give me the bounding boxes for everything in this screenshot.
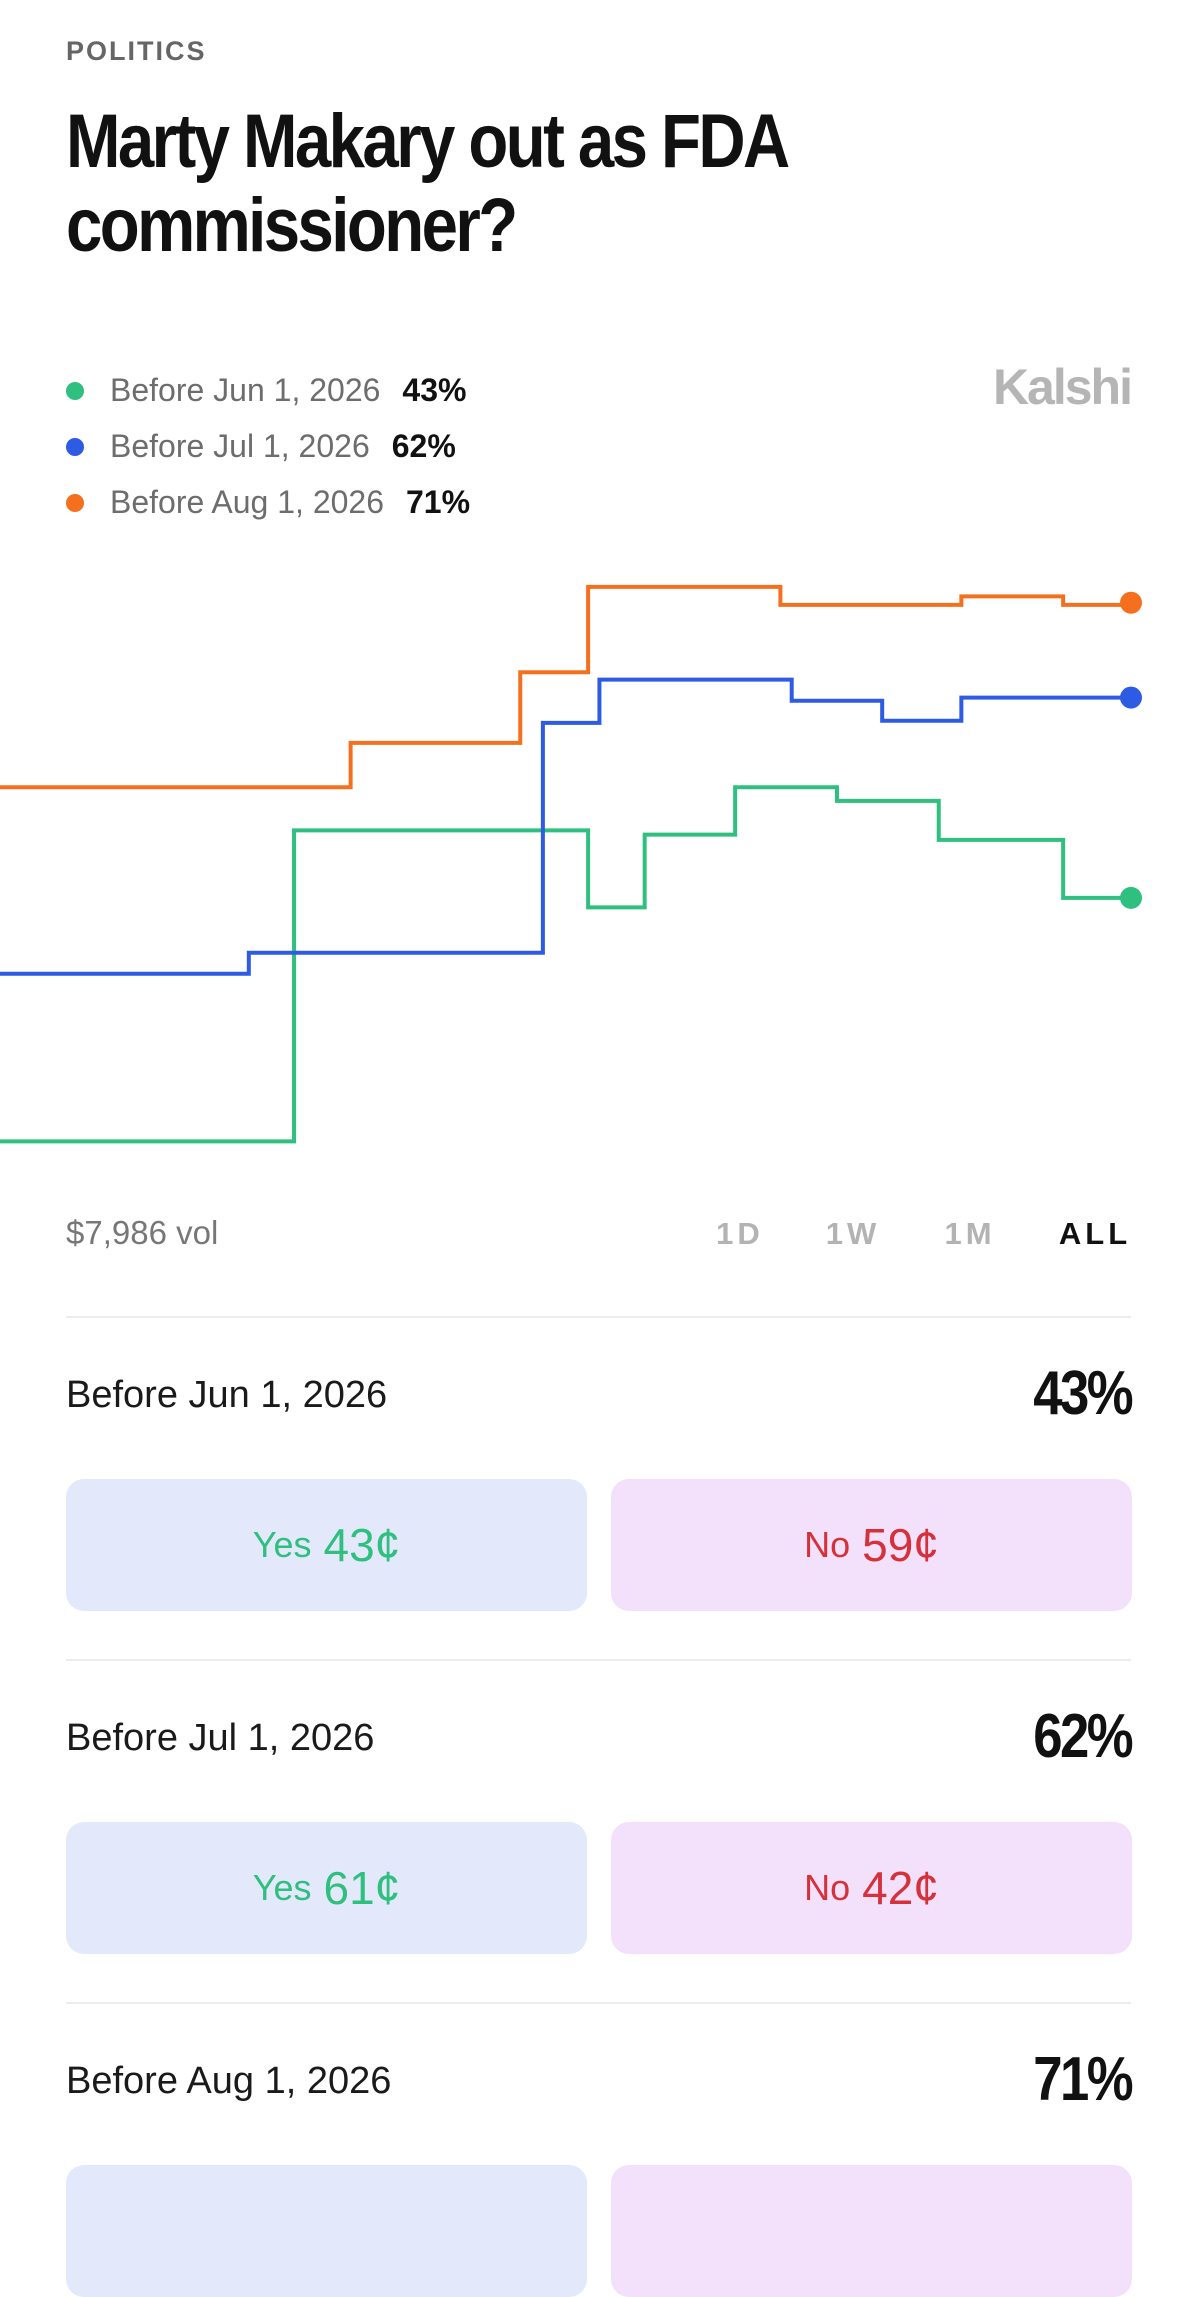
legend-value: 71% xyxy=(406,484,471,520)
market-name: Before Aug 1, 2026 xyxy=(66,2060,392,2102)
legend-label: Before Jul 1, 2026 xyxy=(110,428,370,464)
yes-button[interactable]: Yes 61¢ xyxy=(66,1822,587,1954)
brand-logo: Kalshi xyxy=(992,359,1133,415)
divider xyxy=(66,1659,1131,1661)
legend-value: 43% xyxy=(402,372,467,408)
range-button[interactable]: 1D xyxy=(716,1216,764,1251)
yes-button[interactable] xyxy=(66,2165,587,2297)
range-button[interactable]: 1M xyxy=(944,1216,996,1251)
page: POLITICS Marty Makary out as FDA commiss… xyxy=(0,36,1142,2297)
range-button[interactable]: 1W xyxy=(825,1216,881,1251)
legend-label: Before Aug 1, 2026 xyxy=(110,484,384,520)
yes-price: 43¢ xyxy=(323,1519,401,1571)
category: POLITICS xyxy=(66,36,207,66)
no-button[interactable]: No 42¢ xyxy=(611,1822,1132,1954)
divider xyxy=(66,2002,1131,2004)
market-chance: 62% xyxy=(1033,1702,1133,1771)
series-line xyxy=(0,677,1131,976)
title: Marty Makary out as FDA commissioner? xyxy=(66,99,788,268)
yes-label: Yes xyxy=(252,1867,312,1908)
legend-dot xyxy=(66,493,84,512)
yes-label: Yes xyxy=(252,1524,312,1565)
no-price: 59¢ xyxy=(862,1519,939,1571)
volume: $7,986 vol xyxy=(66,1214,219,1251)
no-price: 42¢ xyxy=(862,1862,939,1914)
no-label: No xyxy=(804,1867,851,1908)
market-name: Before Jul 1, 2026 xyxy=(66,1717,375,1759)
legend-value: 62% xyxy=(391,428,456,464)
legend-dot xyxy=(66,437,84,456)
legend-item: Before Jul 1, 2026 62% xyxy=(66,428,456,465)
series-line xyxy=(0,785,1131,1144)
yes-price: 61¢ xyxy=(323,1862,401,1914)
market-name: Before Jun 1, 2026 xyxy=(66,1374,388,1416)
yes-button[interactable]: Yes 43¢ xyxy=(66,1479,587,1611)
range-button[interactable]: ALL xyxy=(1058,1216,1132,1251)
no-button[interactable]: No 59¢ xyxy=(611,1479,1132,1611)
legend-dot xyxy=(66,381,84,400)
no-button[interactable] xyxy=(611,2165,1132,2297)
end-dot xyxy=(1120,591,1142,614)
market-chance: 71% xyxy=(1033,2045,1133,2114)
end-dot xyxy=(1120,886,1142,909)
end-dot xyxy=(1120,686,1142,709)
legend-item: Before Jun 1, 2026 43% xyxy=(66,372,466,409)
divider xyxy=(66,1316,1131,1318)
series-line xyxy=(0,584,1133,790)
chart xyxy=(0,584,1142,1144)
no-label: No xyxy=(804,1524,851,1565)
legend-label: Before Jun 1, 2026 xyxy=(110,372,381,408)
legend-item: Before Aug 1, 2026 71% xyxy=(66,484,470,521)
market-chance: 43% xyxy=(1033,1359,1133,1428)
